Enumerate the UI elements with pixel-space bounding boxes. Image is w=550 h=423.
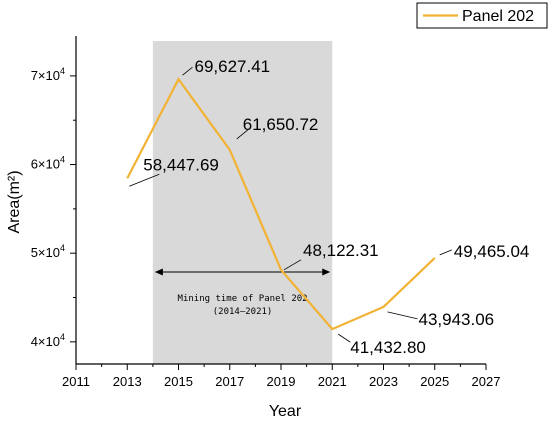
leader-line-2017: [236, 129, 249, 140]
data-label-2021: 41,432.80: [350, 338, 426, 357]
mining-period-arrow-left-head: [154, 268, 163, 276]
data-label-2019: 48,122.31: [303, 241, 379, 260]
mining-period-shade: [152, 41, 333, 364]
x-tick-label-2027: 2027: [472, 374, 501, 389]
series-line-panel-202: [126, 77, 436, 331]
y-axis-title: Area(m²): [6, 170, 23, 233]
leader-line-2021: [338, 333, 351, 343]
x-tick-label-2017: 2017: [215, 374, 244, 389]
leader-line-2015: [182, 66, 193, 76]
x-tick-label-2025: 2025: [420, 374, 449, 389]
mining-period-label: Mining time of Panel 202: [178, 294, 308, 304]
leader-line-2025: [439, 249, 452, 256]
legend: Panel 202: [416, 2, 548, 29]
y-tick-label-50000: 5×104: [31, 243, 65, 260]
x-tick-label-2023: 2023: [369, 374, 398, 389]
axes: 2011 2013 2015 2017 2019 2021 2023 2025 2027 4×10…: [6, 36, 500, 420]
x-tick-label-2011: 2011: [62, 374, 90, 389]
mining-period-range: (2014–2021): [213, 307, 273, 317]
x-axis-title: Year: [269, 403, 302, 420]
x-tick-label-2015: 2015: [164, 374, 193, 389]
mining-period-arrow-right-head: [322, 268, 331, 276]
y-tick-label-60000: 6×104: [31, 155, 65, 172]
leader-line-2023: [387, 311, 418, 320]
legend-label-panel-202: Panel 202: [462, 8, 534, 25]
series-layer: [126, 77, 436, 331]
data-label-2015: 69,627.41: [195, 57, 271, 76]
data-label-2013: 58,447.69: [143, 155, 219, 174]
data-label-2023: 43,943.06: [419, 310, 495, 329]
y-tick-label-40000: 4×104: [31, 332, 65, 349]
data-labels: 58,447.69 69,627.41 61,650.72 48,122.31 41,4…: [129, 57, 529, 357]
y-tick-label-70000: 7×104: [31, 66, 65, 83]
leader-line-2013: [129, 173, 160, 187]
data-label-2025: 49,465.04: [454, 242, 530, 261]
x-tick-label-2013: 2013: [113, 374, 142, 389]
mining-period-annotation: Mining time of Panel 202 (2014–2021): [154, 268, 331, 317]
leader-line-2019: [283, 259, 302, 271]
x-tick-label-2019: 2019: [267, 374, 296, 389]
x-tick-label-2021: 2021: [318, 374, 347, 389]
data-label-2017: 61,650.72: [243, 115, 319, 134]
